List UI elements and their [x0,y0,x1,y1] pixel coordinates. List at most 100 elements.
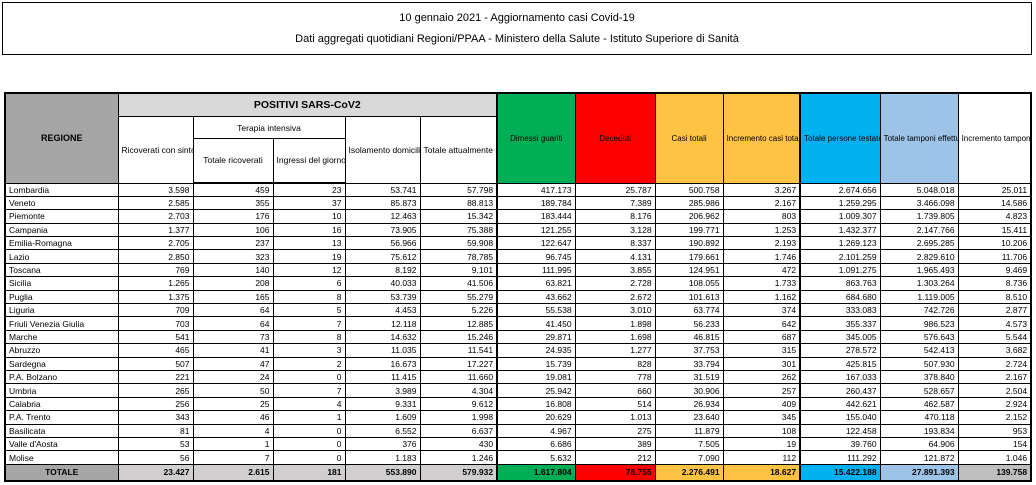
value-cell: 315 [722,343,801,358]
value-cell: 6.552 [344,423,421,438]
value-cell: 10.206 [957,236,1032,251]
value-cell: 2.674.656 [799,182,881,197]
value-cell: 155.040 [799,410,881,425]
value-cell: 37.753 [654,343,724,358]
value-cell: 5 [272,303,346,318]
table-row: Friuli Venezia Giulia 703 64 7 12.118 12… [4,316,1032,331]
value-cell: 122.458 [799,423,881,438]
value-cell: 11.706 [957,249,1032,264]
value-cell: 106 [192,222,274,238]
group-header-terapia-intensiva: Terapia intensiva [192,116,346,139]
value-cell: 39.760 [799,436,881,452]
value-cell: 47 [192,356,274,371]
value-cell: 59.908 [419,236,498,251]
value-cell: 389 [574,436,656,452]
table-row: Sicilia 1.265 208 6 40.033 41.506 63.821… [4,276,1032,291]
total-incremento-casi-cell: 18.627 [722,463,801,482]
region-cell: Liguria [4,303,119,318]
table-row: Campania 1.377 106 16 73.905 75.388 121.… [4,222,1032,238]
table-row: Toscana 769 140 12 8.192 9.101 111.995 3… [4,262,1032,278]
value-cell: 465 [117,343,194,358]
value-cell: 17.227 [419,356,498,371]
value-cell: 687 [722,329,801,345]
column-header-ingressi-giorno: Ingressi del giorno [272,138,346,184]
value-cell: 343 [117,410,194,425]
table-row: P.A. Trento 343 46 1 1.609 1.998 20.629 … [4,410,1032,425]
value-cell: 237 [192,236,274,251]
value-cell: 11.660 [419,369,498,385]
total-incremento-tamponi-cell: 139.758 [957,463,1032,482]
total-casi-cell: 2.276.491 [654,463,724,482]
value-cell: 2.829.610 [879,249,959,264]
value-cell: 1.277 [574,343,656,358]
value-cell: 430 [419,436,498,452]
value-cell: 8.192 [344,262,421,278]
region-cell: Molise [4,450,119,465]
total-label-cell: TOTALE [4,463,119,482]
value-cell: 5.226 [419,303,498,318]
value-cell: 6 [272,276,346,291]
value-cell: 500.758 [654,182,724,197]
value-cell: 96.745 [496,249,576,264]
table-row: Molise 56 7 0 1.183 1.246 5.632 212 7.09… [4,450,1032,465]
value-cell: 75.388 [419,222,498,238]
value-cell: 986.523 [879,316,959,331]
value-cell: 285.986 [654,195,724,211]
value-cell: 1.303.264 [879,276,959,291]
value-cell: 101.613 [654,289,724,305]
value-cell: 3 [272,343,346,358]
value-cell: 542.413 [879,343,959,358]
value-cell: 85.873 [344,195,421,211]
value-cell: 1.733 [722,276,801,291]
value-cell: 425.815 [799,356,881,371]
value-cell: 1.698 [574,329,656,345]
value-cell: 3.128 [574,222,656,238]
region-cell: Friuli Venezia Giulia [4,316,119,331]
value-cell: 1.965.493 [879,262,959,278]
value-cell: 41.450 [496,316,576,331]
value-cell: 121.872 [879,450,959,465]
value-cell: 4.573 [957,316,1032,331]
value-cell: 828 [574,356,656,371]
table-row: Piemonte 2.703 176 10 12.463 15.342 183.… [4,209,1032,224]
value-cell: 15.739 [496,356,576,371]
value-cell: 1.046 [957,450,1032,465]
value-cell: 26.934 [654,396,724,412]
value-cell: 124.951 [654,262,724,278]
value-cell: 29.871 [496,329,576,345]
value-cell: 257 [722,383,801,398]
value-cell: 2.672 [574,289,656,305]
value-cell: 15.411 [957,222,1032,238]
value-cell: 803 [722,209,801,224]
value-cell: 73.905 [344,222,421,238]
value-cell: 4.131 [574,249,656,264]
value-cell: 199.771 [654,222,724,238]
value-cell: 88.813 [419,195,498,211]
value-cell: 64.906 [879,436,959,452]
value-cell: 73 [192,329,274,345]
value-cell: 684.680 [799,289,881,305]
column-header-incremento-casi: Incremento casi totali (rispetto al gior… [722,92,801,184]
value-cell: 206.962 [654,209,724,224]
value-cell: 46.815 [654,329,724,345]
region-cell: Veneto [4,195,119,211]
value-cell: 8 [272,329,346,345]
value-cell: 5.048.018 [879,182,959,197]
column-header-totale-ricoverati: Totale ricoverati [192,138,274,184]
region-cell: Sicilia [4,276,119,291]
value-cell: 53.739 [344,289,421,305]
table-row: Puglia 1.375 165 8 53.739 55.279 43.662 … [4,289,1032,305]
value-cell: 8 [272,289,346,305]
value-cell: 1.432.377 [799,222,881,238]
value-cell: 3.267 [722,182,801,197]
value-cell: 30.906 [654,383,724,398]
value-cell: 40.033 [344,276,421,291]
value-cell: 1.377 [117,222,194,238]
total-deceduti-cell: 78.755 [574,463,656,482]
value-cell: 3.855 [574,262,656,278]
table-row: Abruzzo 465 41 3 11.035 11.541 24.935 1.… [4,343,1032,358]
value-cell: 78.785 [419,249,498,264]
value-cell: 33.794 [654,356,724,371]
value-cell: 14.586 [957,195,1032,211]
value-cell: 179.661 [654,249,724,264]
